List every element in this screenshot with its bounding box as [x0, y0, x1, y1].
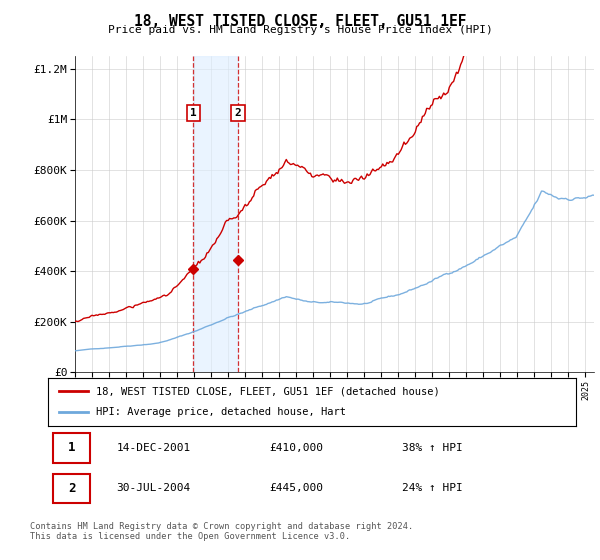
Text: Contains HM Land Registry data © Crown copyright and database right 2024.
This d: Contains HM Land Registry data © Crown c… [30, 522, 413, 542]
Text: 14-DEC-2001: 14-DEC-2001 [116, 443, 191, 453]
Text: 2: 2 [68, 482, 76, 495]
Text: 30-JUL-2004: 30-JUL-2004 [116, 483, 191, 493]
Text: 1: 1 [190, 108, 197, 118]
Text: 1: 1 [68, 441, 76, 454]
Bar [193, 56, 238, 372]
Text: 18, WEST TISTED CLOSE, FLEET, GU51 1EF: 18, WEST TISTED CLOSE, FLEET, GU51 1EF [134, 14, 466, 29]
Text: 18, WEST TISTED CLOSE, FLEET, GU51 1EF (detached house): 18, WEST TISTED CLOSE, FLEET, GU51 1EF (… [95, 386, 439, 396]
Text: 2: 2 [235, 108, 241, 118]
Text: Price paid vs. HM Land Registry's House Price Index (HPI): Price paid vs. HM Land Registry's House … [107, 25, 493, 35]
Text: HPI: Average price, detached house, Hart: HPI: Average price, detached house, Hart [95, 407, 346, 417]
Text: 38% ↑ HPI: 38% ↑ HPI [402, 443, 463, 453]
Text: £410,000: £410,000 [270, 443, 324, 453]
Text: £445,000: £445,000 [270, 483, 324, 493]
Text: 24% ↑ HPI: 24% ↑ HPI [402, 483, 463, 493]
